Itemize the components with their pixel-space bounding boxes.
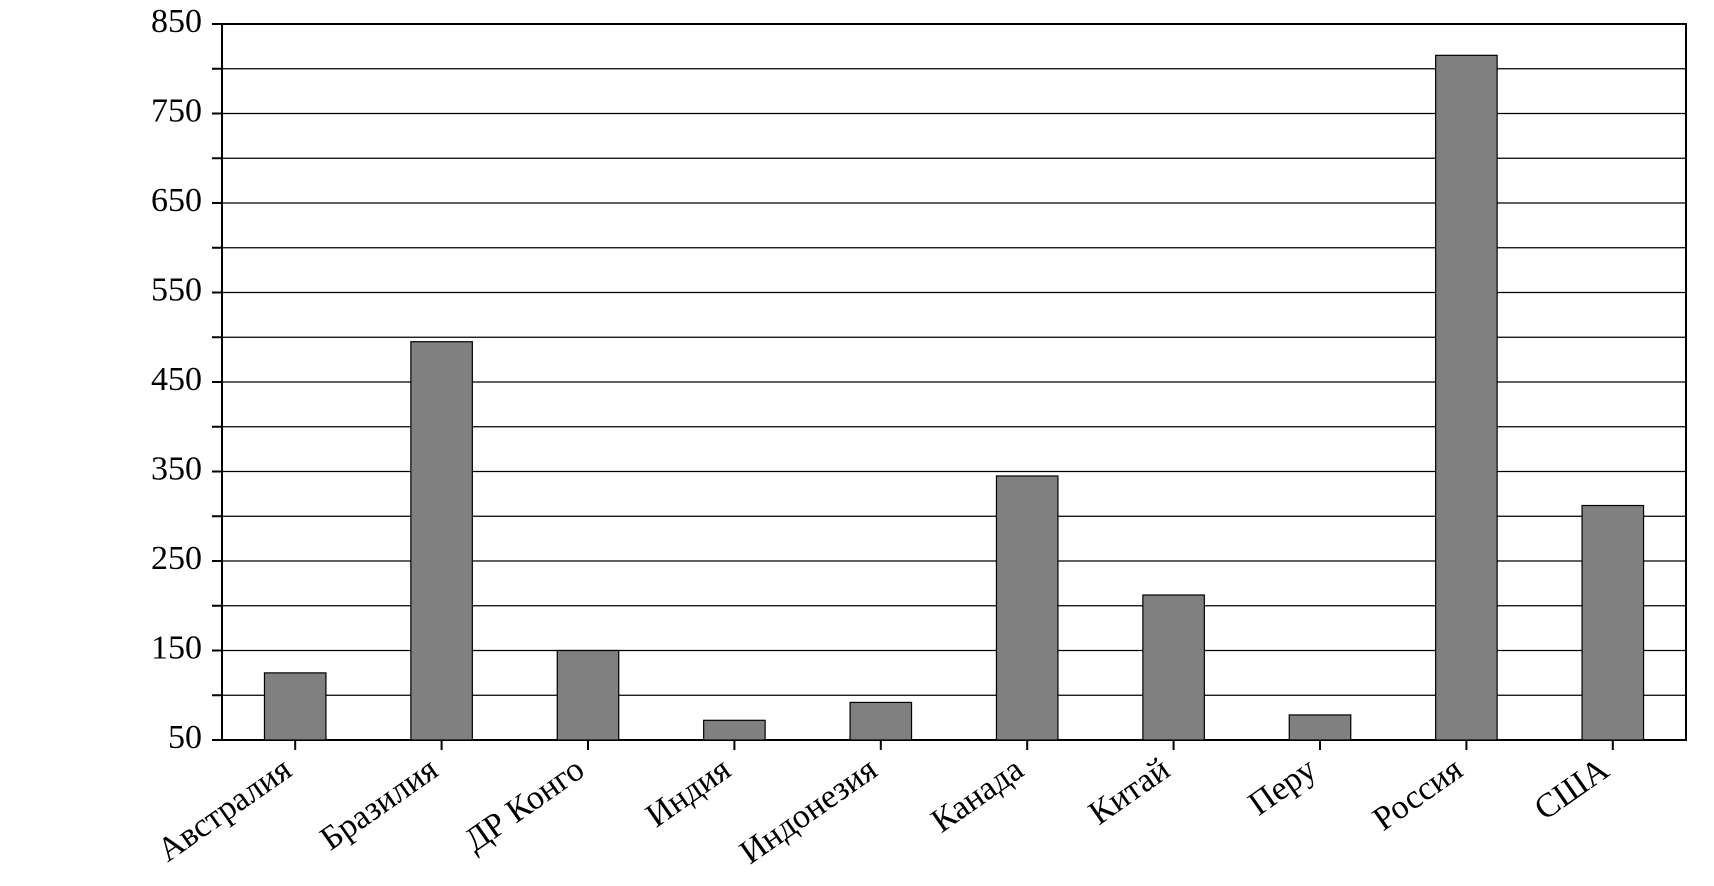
y-tick-label: 450 <box>151 361 202 398</box>
bar <box>1582 506 1643 740</box>
x-tick-label: Перу <box>1242 751 1323 823</box>
x-tick-label: Бразилия <box>314 750 445 857</box>
x-tick-label: Канада <box>925 751 1031 840</box>
x-tick-label: США <box>1528 750 1616 827</box>
bar <box>1436 55 1497 740</box>
y-tick-label: 50 <box>168 719 202 756</box>
bar <box>1143 595 1204 740</box>
bar <box>704 720 765 740</box>
x-tick-label: ДР Конго <box>458 751 591 860</box>
bar <box>850 702 911 740</box>
y-tick-label: 650 <box>151 182 202 219</box>
bar-chart: 50 150 250 350 450 550 650 750 850 АвстралияБрази… <box>0 0 1714 886</box>
x-tick-label: Индия <box>639 750 737 834</box>
bar <box>411 342 472 740</box>
chart-svg: 50 150 250 350 450 550 650 750 850 АвстралияБрази… <box>0 0 1714 886</box>
y-tick-label: 750 <box>151 92 202 129</box>
y-tick-label: 250 <box>151 540 202 577</box>
y-tick-label: 350 <box>151 450 202 487</box>
bar <box>1289 715 1350 740</box>
y-tick-label: 850 <box>151 3 202 40</box>
bar <box>996 476 1057 740</box>
y-tick-label: 550 <box>151 271 202 308</box>
bar <box>557 651 618 741</box>
x-tick-label: Австралия <box>151 750 299 869</box>
x-tick-label: Россия <box>1366 750 1469 838</box>
x-tick-label: Китай <box>1082 751 1176 833</box>
y-tick-label: 150 <box>151 629 202 666</box>
bar <box>264 673 325 740</box>
x-tick-label: Индонезия <box>733 750 884 871</box>
